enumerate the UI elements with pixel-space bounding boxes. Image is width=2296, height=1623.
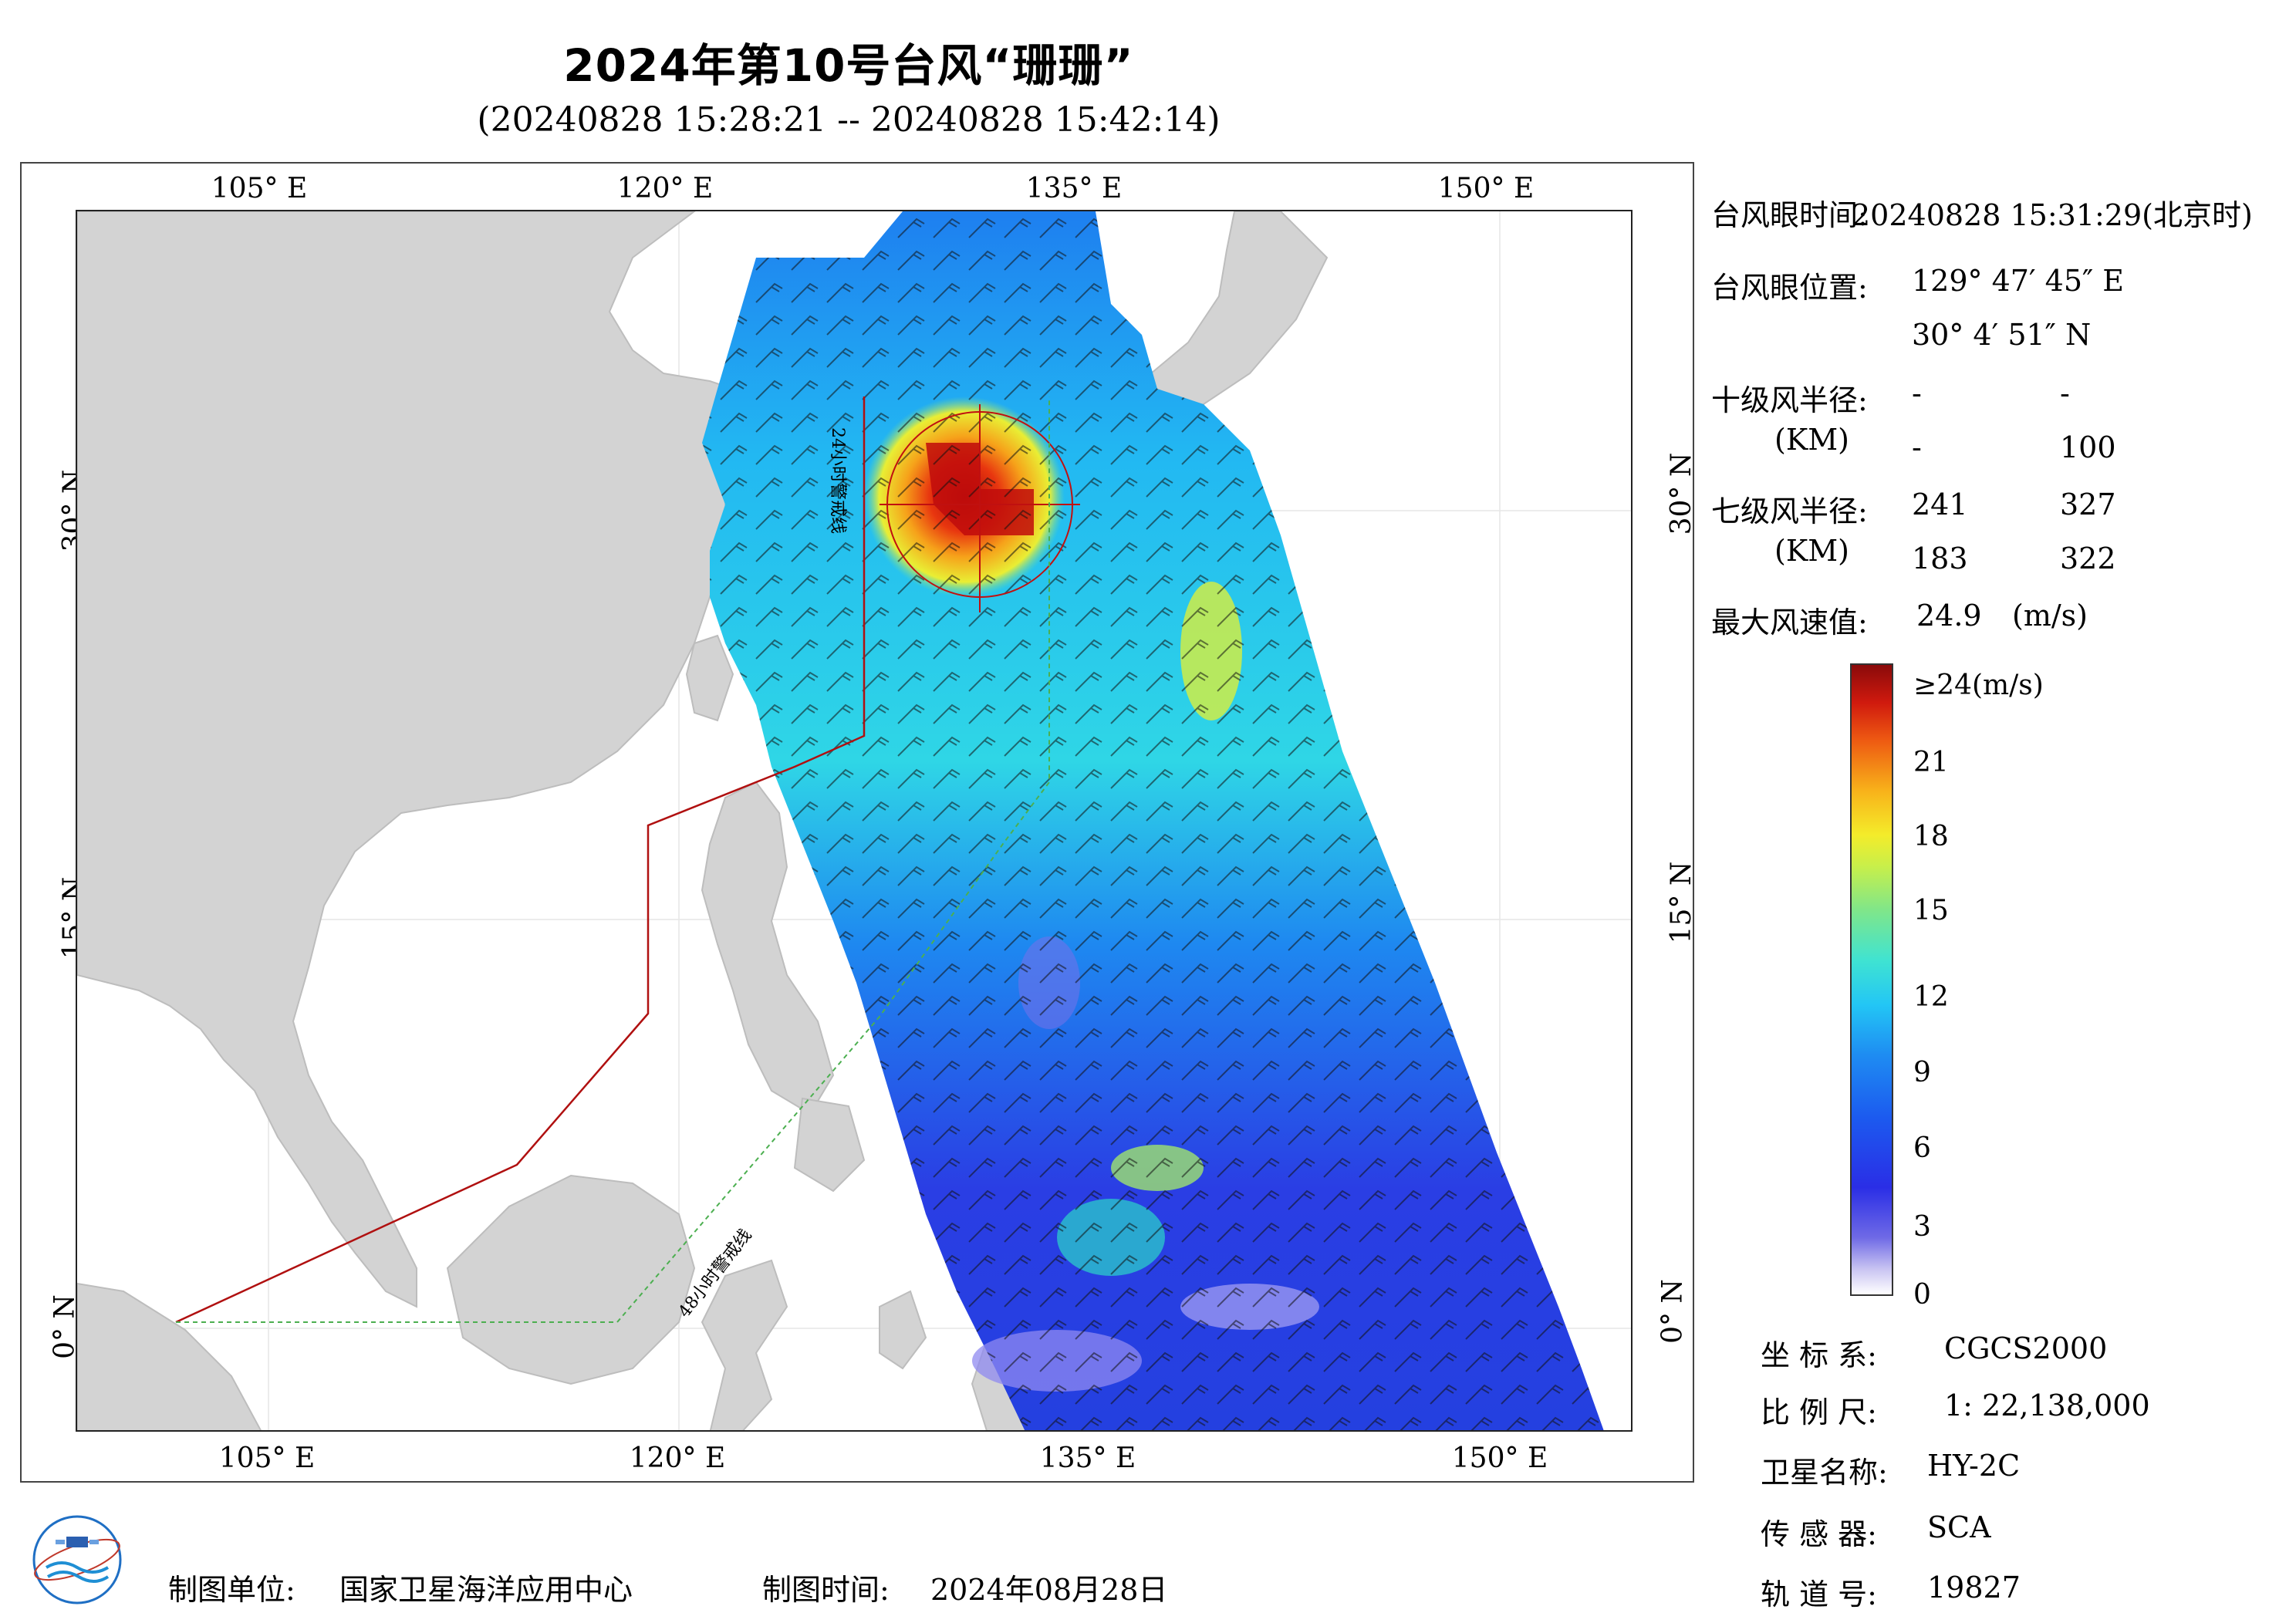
eye-time-value: 20240828 15:31:29(北京时) [1852,198,2253,232]
map-frame [20,162,1694,1483]
legend-tick-21: 21 [1913,747,1949,778]
map-subtitle: (20240828 15:28:21 -- 20240828 15:42:14) [477,100,1221,140]
eye-latitude: 30° 4′ 51″ N [1912,318,2092,352]
typhoon-eye-marker [880,404,1080,612]
eye-position-label: 台风眼位置: [1711,271,1868,305]
map-title: 2024年第10号台风“珊珊” [563,39,1134,92]
r10-value-nw: 100 [2060,430,2116,464]
lat-label-right-0: 0° N [1656,1279,1689,1344]
lon-label-top-120: 120° E [616,173,714,204]
legend-tick-6: 6 [1913,1132,1931,1164]
satellite-value: HY-2C [1927,1449,2021,1483]
eye-longitude: 129° 47′ 45″ E [1912,264,2125,298]
r10-value-ne: - [1912,376,1922,410]
r7-label: 七级风半径: [1711,494,1868,528]
r7-value-nw: 322 [2060,542,2116,575]
producer-value: 国家卫星海洋应用中心 [339,1573,633,1607]
map-date-value: 2024年08月28日 [930,1573,1168,1607]
sensor-label: 传 感 器: [1761,1517,1877,1551]
r7-unit: (KM) [1774,534,1849,568]
r10-value-sw: - [1912,430,1922,464]
lon-label-top-150: 150° E [1437,173,1535,204]
legend-tick-12: 12 [1913,981,1949,1013]
wind-field-map[interactable]: 24小时警戒线 48小时警戒线 [76,210,1633,1432]
legend-tick-3: 3 [1913,1211,1931,1243]
legend-tick-0: 0 [1913,1279,1931,1311]
map-date-label: 制图时间: [762,1573,890,1607]
scale-value: 1: 22,138,000 [1944,1388,2150,1422]
r10-label: 十级风半径: [1711,383,1868,417]
r7-value-sw: 183 [1912,542,1968,575]
wind-swath [702,211,1604,1430]
lat-label-right-30: 30° N [1665,452,1697,535]
lon-label-top-135: 135° E [1025,173,1123,204]
producer-label: 制图单位: [168,1573,295,1607]
warning-line-24h-label: 24小时警戒线 [828,427,847,534]
legend-tick-18: 18 [1913,821,1949,852]
lon-label-bottom-105: 105° E [218,1442,316,1474]
orbit-value: 19827 [1927,1571,2021,1604]
legend-tick-9: 9 [1913,1057,1931,1088]
sensor-value: SCA [1927,1510,1991,1544]
scale-label: 比 例 尺: [1761,1395,1877,1429]
r7-value-ne: 241 [1912,488,1968,521]
r7-value-se: 327 [2060,488,2116,521]
lon-label-bottom-120: 120° E [629,1442,726,1474]
legend-tick-15: 15 [1913,895,1949,926]
lat-label-right-15: 15° N [1665,861,1697,944]
r10-unit: (KM) [1774,423,1849,457]
lon-label-bottom-150: 150° E [1451,1442,1548,1474]
map-canvas [77,211,1631,1430]
max-wind-value: 24.9 [1916,599,1982,633]
eye-time-label: 台风眼时间: [1711,198,1868,232]
nsoas-logo-icon [31,1513,123,1606]
r10-value-se: - [2060,376,2070,410]
crs-value: CGCS2000 [1944,1331,2108,1365]
legend-top-label: ≥24(m/s) [1913,670,2044,701]
warning-line-24h [175,396,866,1324]
crs-label: 坐 标 系: [1761,1338,1877,1372]
max-wind-label: 最大风速值: [1711,606,1868,639]
lon-label-top-105: 105° E [211,173,308,204]
max-wind-unit: (m/s) [2012,599,2088,633]
lon-label-bottom-135: 135° E [1039,1442,1136,1474]
satellite-label: 卫星名称: [1761,1456,1888,1490]
wind-speed-colorbar [1850,663,1893,1296]
warning-line-48h [176,396,1050,1323]
orbit-label: 轨 道 号: [1761,1577,1877,1611]
